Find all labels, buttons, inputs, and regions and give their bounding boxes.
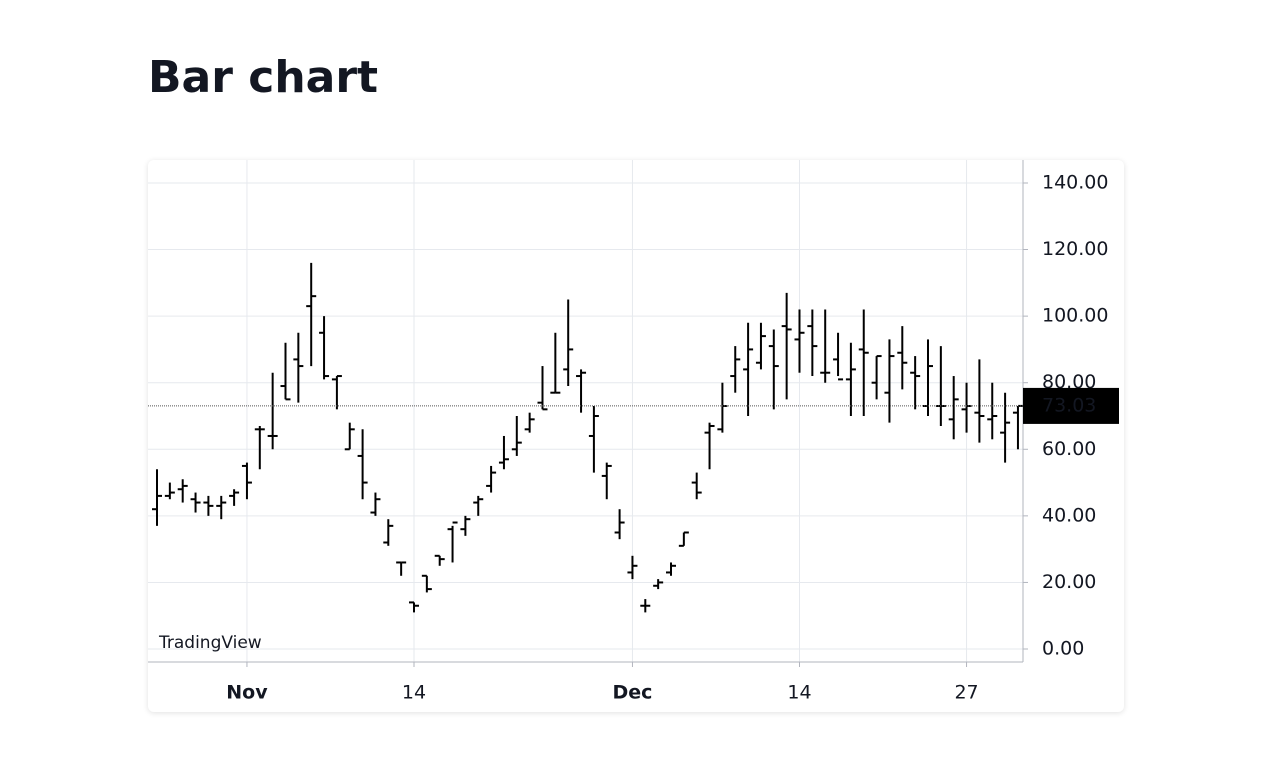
x-tick-label: 27 <box>954 682 978 704</box>
x-tick-label: 14 <box>787 682 811 704</box>
x-tick-label: 14 <box>402 682 426 704</box>
y-tick-label: 60.00 <box>1042 438 1096 460</box>
y-tick-label: 100.00 <box>1042 305 1108 327</box>
chart-card: 0.00 20.00 40.00 60.00 80.00 100.00 120.00 140.… <box>148 160 1124 712</box>
y-tick-label: 120.00 <box>1042 238 1108 260</box>
chart: 0.00 20.00 40.00 60.00 80.00 100.00 120.00 140.… <box>148 160 1119 704</box>
y-tick-label: 0.00 <box>1042 638 1084 660</box>
last-price-label: 73.03 <box>1042 394 1096 416</box>
y-tick-label: 40.00 <box>1042 504 1096 526</box>
page-title: Bar chart <box>148 52 379 103</box>
y-tick-label: 80.00 <box>1042 371 1096 393</box>
y-tick-label: 20.00 <box>1042 571 1096 593</box>
y-tick-label: 140.00 <box>1042 171 1108 193</box>
x-tick-label: Nov <box>226 682 268 704</box>
last-price-box <box>1023 387 1119 424</box>
x-tick-label: Dec <box>612 682 652 704</box>
watermark: TradingView <box>158 633 262 653</box>
